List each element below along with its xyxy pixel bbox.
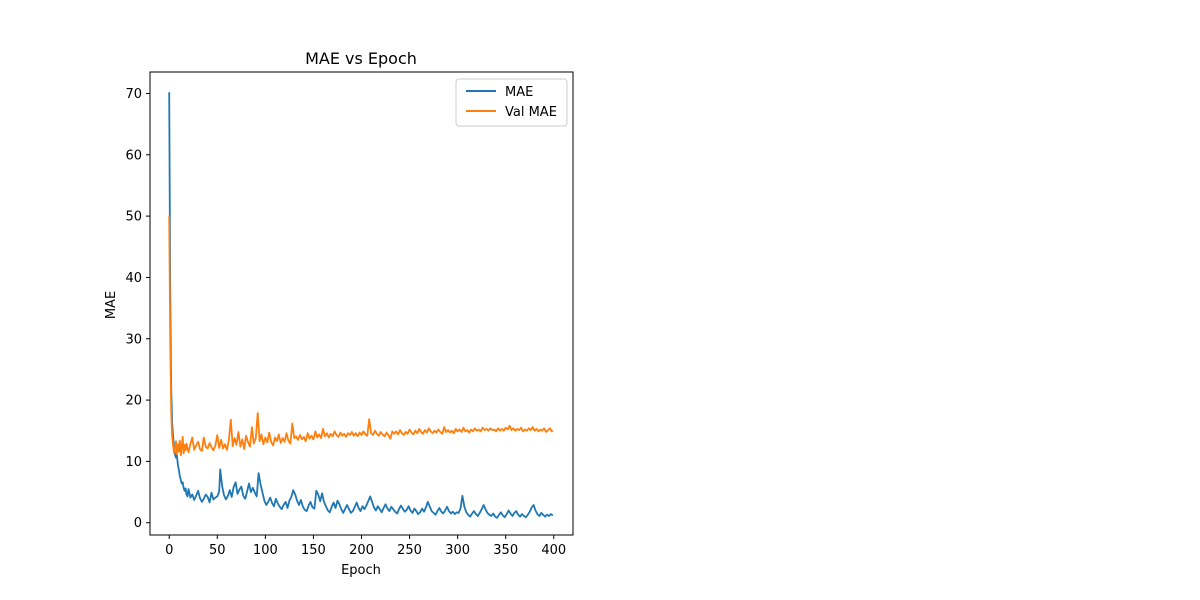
chart-title: MAE vs Epoch xyxy=(305,49,417,68)
y-tick-label: 20 xyxy=(125,394,142,409)
x-axis-label: Epoch xyxy=(341,563,381,578)
x-tick-label: 150 xyxy=(301,543,326,558)
series-line-mae xyxy=(168,92,554,519)
y-tick-label: 0 xyxy=(134,516,142,531)
y-tick-label: 40 xyxy=(125,271,142,286)
y-tick-label: 70 xyxy=(125,87,142,102)
series-line-val-mae xyxy=(168,216,554,457)
y-tick-label: 30 xyxy=(125,332,142,347)
y-axis-label: MAE xyxy=(104,291,119,319)
x-tick-label: 350 xyxy=(493,543,518,558)
x-tick-label: 100 xyxy=(253,543,278,558)
legend-label-val-mae: Val MAE xyxy=(505,105,557,120)
x-tick-label: 250 xyxy=(397,543,422,558)
x-tick-label: 300 xyxy=(445,543,470,558)
legend-label-mae: MAE xyxy=(505,85,533,100)
x-tick-label: 400 xyxy=(541,543,566,558)
x-tick-label: 0 xyxy=(165,543,173,558)
y-axis: 0 10 20 30 40 50 60 70 xyxy=(125,87,150,531)
x-axis: 0 50 100 150 200 250 300 350 400 xyxy=(165,535,566,558)
y-tick-label: 50 xyxy=(125,210,142,225)
y-tick-label: 10 xyxy=(125,455,142,470)
legend: MAE Val MAE xyxy=(455,78,568,127)
plot-frame xyxy=(149,71,574,536)
x-tick-label: 200 xyxy=(349,543,374,558)
y-tick-label: 60 xyxy=(125,148,142,163)
plot-area xyxy=(149,71,574,536)
x-tick-label: 50 xyxy=(209,543,226,558)
